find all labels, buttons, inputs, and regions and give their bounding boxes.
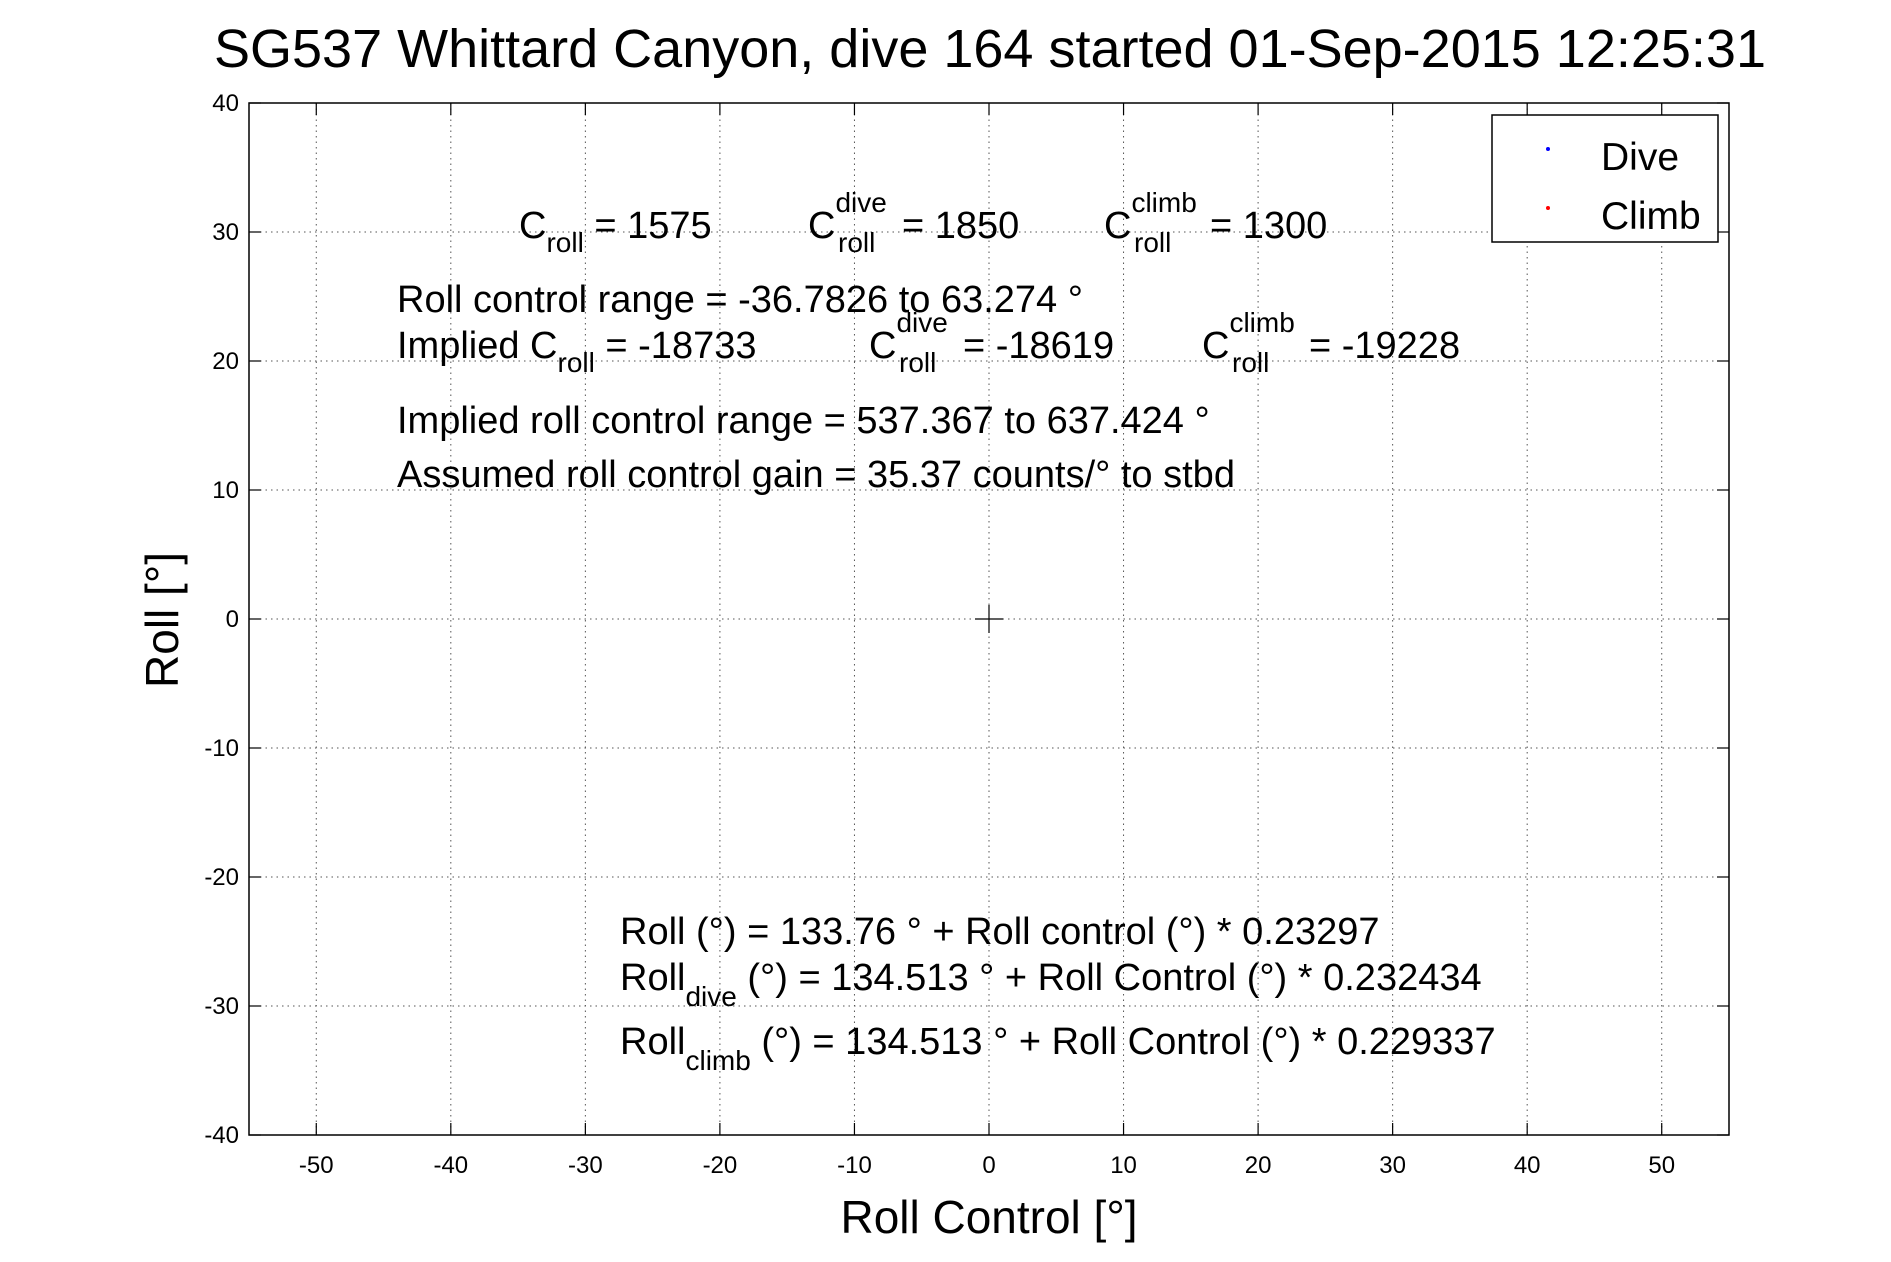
annotation-c-roll-dive-sub: roll [838, 227, 875, 258]
x-tick-label: -40 [433, 1152, 468, 1179]
plot-frame [248, 102, 1730, 1136]
annotation-c-roll-climb: Cclimb [1104, 187, 1197, 247]
y-tick-label: 30 [212, 219, 239, 246]
annotation-c-roll-dive: Cdive [808, 187, 887, 247]
y-tick-label: -40 [204, 1122, 239, 1149]
annotation-implied-c-roll-climb-value: = -19228 [1309, 325, 1460, 367]
plot-area: -50 -40 -30 -20 -10 0 10 20 30 40 50 -40 -30 -20 -10 0… [204, 90, 1730, 1179]
x-tick-label: 10 [1110, 1152, 1137, 1179]
annotation-c-roll-climb-sub: roll [1134, 227, 1171, 258]
annotation-fit-all: Roll (°) = 133.76 ° + Roll control (°) *… [620, 911, 1380, 953]
x-tick-label: -50 [299, 1152, 334, 1179]
annotation-assumed-gain: Assumed roll control gain = 35.37 counts… [397, 454, 1235, 496]
tick-marks [249, 102, 1729, 1136]
annotation-c-roll: Croll = 1575 [519, 205, 712, 258]
y-axis-label: Roll [°] [136, 552, 188, 688]
annotation-implied-c-roll-climb: Cclimb [1202, 307, 1295, 367]
y-tick-label: 40 [212, 90, 239, 117]
y-tick-label: -20 [204, 864, 239, 891]
annotation-implied-c-roll-climb-sub: roll [1232, 347, 1269, 378]
x-tick-label: -10 [837, 1152, 872, 1179]
annotation-c-roll-climb-value: = 1300 [1210, 205, 1327, 247]
x-tick-label: 20 [1245, 1152, 1272, 1179]
y-tick-label: 10 [212, 477, 239, 504]
annotations: Croll = 1575 Cdive roll = 1850 Cclimb ro… [397, 187, 1496, 1076]
x-tick-label: -20 [703, 1152, 738, 1179]
x-tick-label: 0 [982, 1152, 995, 1179]
marker-layer [975, 605, 1003, 633]
legend-box [1491, 114, 1719, 243]
x-tick-labels: -50 -40 -30 -20 -10 0 10 20 30 40 50 [299, 1152, 1675, 1179]
y-tick-label: 0 [226, 606, 239, 633]
annotation-implied-c-roll-dive-value: = -18619 [963, 325, 1114, 367]
legend-climb-marker [1546, 206, 1550, 210]
x-tick-label: 30 [1379, 1152, 1406, 1179]
plus-marker [975, 605, 1003, 633]
annotation-implied-c-roll-dive: Cdive [869, 307, 948, 367]
legend-dive-marker [1546, 147, 1550, 151]
y-tick-label: -10 [204, 735, 239, 762]
x-tick-label: -30 [568, 1152, 603, 1179]
annotation-fit-climb: Rollclimb (°) = 134.513 ° + Roll Control… [620, 1021, 1496, 1076]
x-tick-label: 50 [1648, 1152, 1675, 1179]
chart-title: SG537 Whittard Canyon, dive 164 started … [214, 19, 1766, 79]
y-tick-label: -30 [204, 993, 239, 1020]
annotation-implied-range: Implied roll control range = 537.367 to … [397, 400, 1210, 442]
y-tick-label: 20 [212, 348, 239, 375]
legend-dive-label: Dive [1601, 136, 1679, 179]
legend-climb-label: Climb [1601, 195, 1701, 238]
annotation-implied-c-roll-dive-sub: roll [899, 347, 936, 378]
legend: Dive Climb [1491, 114, 1719, 243]
x-tick-label: 40 [1514, 1152, 1541, 1179]
x-axis-label: Roll Control [°] [840, 1191, 1137, 1243]
annotation-implied-c-roll: Implied Croll = -18733 [397, 325, 756, 378]
annotation-c-roll-dive-value: = 1850 [902, 205, 1019, 247]
y-tick-labels: -40 -30 -20 -10 0 10 20 30 40 [204, 90, 239, 1149]
annotation-fit-dive: Rolldive (°) = 134.513 ° + Roll Control … [620, 957, 1482, 1012]
annotation-roll-control-range: Roll control range = -36.7826 to 63.274 … [397, 279, 1083, 321]
